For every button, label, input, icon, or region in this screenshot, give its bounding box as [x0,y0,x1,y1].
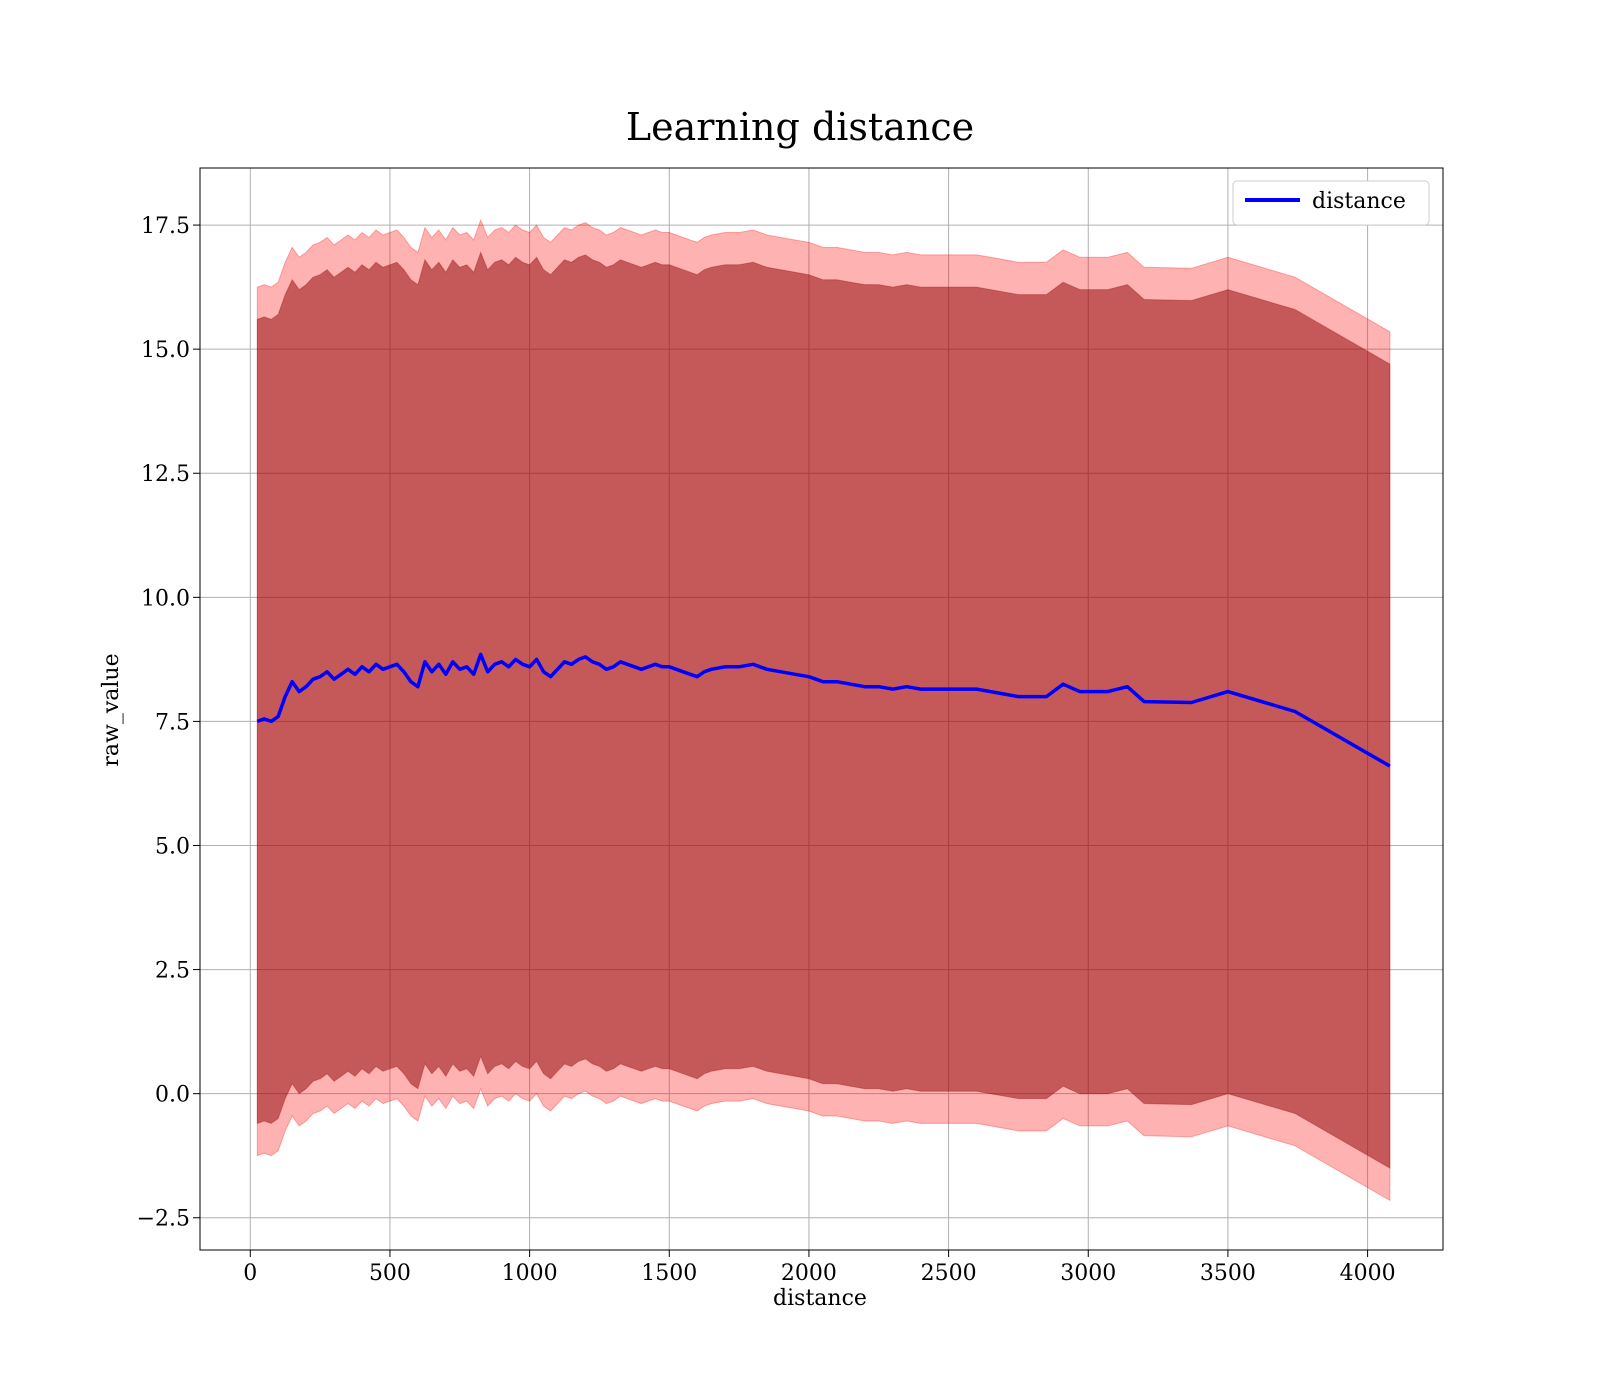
x-tick-label: 1000 [502,1261,558,1286]
x-axis-label: distance [773,1286,867,1311]
plot-frame [199,167,1444,1251]
x-tick-label: 4000 [1340,1261,1396,1286]
x-tick-label: 2500 [921,1261,977,1286]
legend-label-distance: distance [1312,189,1406,214]
x-tick-label: 1500 [641,1261,697,1286]
x-tick-label: 3500 [1200,1261,1256,1286]
y-axis-label: raw_value [99,653,124,766]
x-tick-label: 0 [243,1261,257,1286]
y-tick-label: 7.5 [155,710,190,735]
y-tick-label: 10.0 [141,586,190,611]
x-tick-label: 3000 [1060,1261,1116,1286]
y-tick-label: 5.0 [155,834,190,859]
confidence-bands [256,218,1391,1202]
y-tick-label: 2.5 [155,959,190,984]
y-tick-label: 12.5 [141,462,190,487]
y-tick-label: 0.0 [155,1083,190,1108]
axis-ticks: 0 500 1000 1500 2000 2500 3000 3500 4000 −2.5 0.0 2… [137,214,1396,1286]
legend-box [1232,180,1430,226]
confidence-band [256,250,1391,1169]
x-tick-label: 500 [369,1261,411,1286]
chart-title: Learning distance [626,105,974,149]
series-line-distance [256,652,1391,768]
series-lines [256,652,1391,768]
y-tick-label: 17.5 [141,214,190,239]
x-tick-label: 2000 [781,1261,837,1286]
y-tick-label: −2.5 [137,1207,190,1232]
y-tick-label: 15.0 [141,338,190,363]
legend: distance [1232,180,1430,226]
